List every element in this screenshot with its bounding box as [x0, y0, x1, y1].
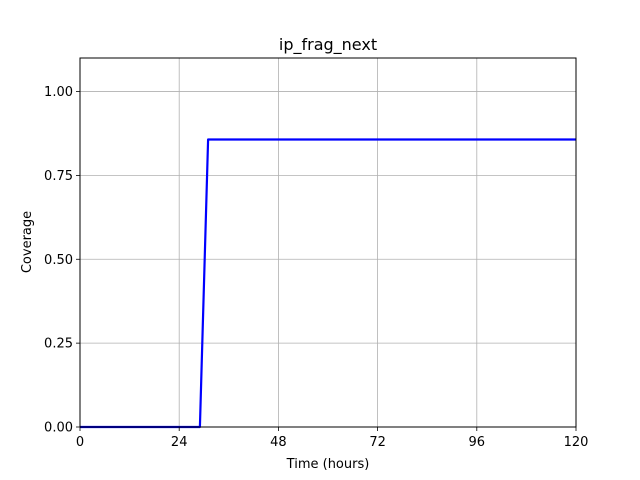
series-layer [80, 138, 576, 429]
x-tick-label: 120 [564, 435, 589, 450]
grid [79, 58, 577, 428]
x-axis-label: Time (hours) [286, 457, 370, 472]
y-tick-label: 0.75 [44, 169, 73, 184]
y-axis-ticks: 0.00 0.25 0.50 0.75 1.00 [44, 85, 80, 436]
x-tick-label: 48 [270, 435, 287, 450]
chart-title: ip_frag_next [279, 35, 377, 55]
x-tick-label: 72 [369, 435, 386, 450]
y-tick-label: 0.50 [44, 253, 73, 268]
plot-frame [79, 57, 577, 428]
x-axis-ticks: 0 24 48 72 96 120 [76, 427, 589, 450]
y-tick-label: 0.25 [44, 337, 73, 352]
y-tick-label: 1.00 [44, 85, 73, 100]
y-tick-label: 0.00 [44, 421, 73, 436]
y-axis-label: Coverage [20, 211, 35, 273]
x-tick-label: 96 [469, 435, 486, 450]
coverage-line [80, 138, 576, 429]
x-tick-label: 0 [76, 435, 84, 450]
x-tick-label: 24 [171, 435, 188, 450]
